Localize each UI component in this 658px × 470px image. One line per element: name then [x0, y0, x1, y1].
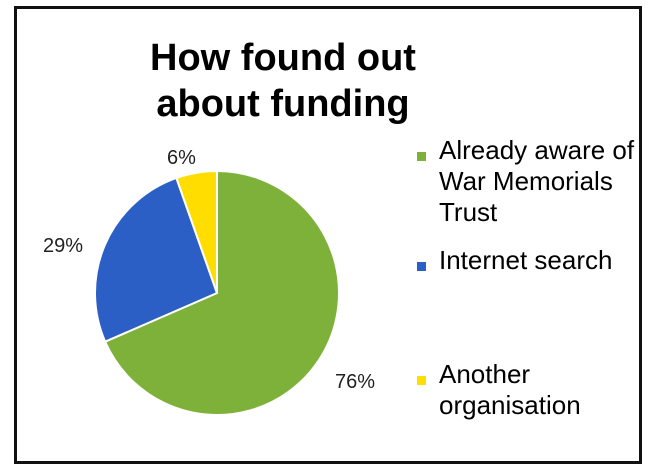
legend-swatch-another-organisation — [417, 376, 426, 385]
data-label-another-organisation: 6% — [167, 147, 196, 169]
legend-label-another-organisation: Another organisation — [439, 359, 581, 420]
data-label-internet-search: 29% — [43, 235, 84, 257]
pie-slice-another-organisation — [175, 169, 218, 294]
pie-chart — [94, 169, 340, 416]
chart-frame: How found out about funding 76% 29% 6% A… — [14, 6, 642, 464]
legend-swatch-internet-search — [417, 262, 426, 271]
legend-label-internet-search: Internet search — [439, 245, 613, 275]
legend-swatch-already-aware — [417, 152, 426, 161]
data-label-already-aware: 76% — [335, 371, 376, 393]
pie-slice-already-aware — [103, 169, 340, 416]
pie-slice-internet-search — [94, 176, 219, 343]
legend-label-already-aware: Already aware of War Memorials Trust — [439, 135, 635, 227]
chart-title: How found out about funding — [150, 37, 416, 125]
